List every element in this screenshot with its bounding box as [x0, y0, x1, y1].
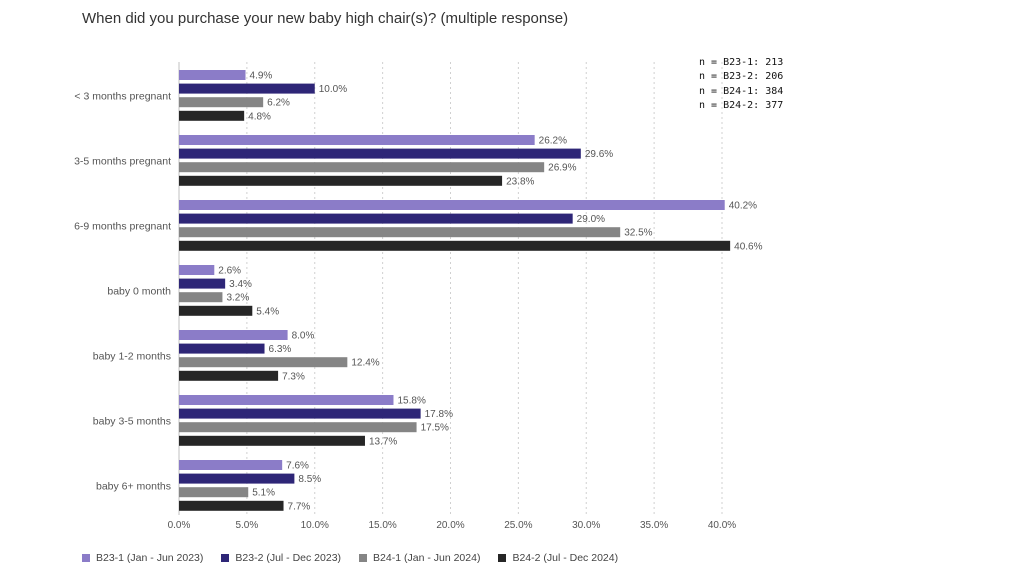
note-b23-2: n = B23-2: 206 — [699, 71, 784, 83]
data-label: 8.5% — [298, 474, 321, 485]
category-label: < 3 months pregnant — [74, 90, 171, 102]
bar — [179, 110, 245, 121]
bar — [179, 435, 365, 446]
bar — [179, 148, 581, 159]
x-tick-label: 15.0% — [368, 520, 396, 531]
bar — [179, 97, 264, 108]
category-label: baby 0 month — [107, 285, 171, 297]
bar-chart: 0.0% 5.0% 10.0% 15.0% 20.0% 25.0% 30.0% 35.0% 40… — [74, 62, 763, 531]
data-label: 12.4% — [351, 358, 379, 369]
bar — [179, 422, 417, 433]
bar — [179, 200, 725, 210]
data-label: 8.0% — [292, 331, 315, 342]
bar — [179, 460, 283, 470]
bar — [179, 408, 421, 419]
legend: B23-1 (Jan - Jun 2023) B23-2 (Jul - Dec 2… — [82, 552, 636, 564]
data-label: 2.6% — [218, 266, 241, 277]
data-label: 3.2% — [226, 293, 249, 304]
legend-swatch — [359, 554, 368, 562]
x-tick-label: 5.0% — [235, 520, 258, 531]
bar — [179, 487, 249, 498]
data-label: 17.5% — [421, 423, 449, 434]
category-label: baby 6+ months — [96, 480, 171, 492]
x-tick-label: 10.0% — [301, 520, 329, 531]
data-label: 7.3% — [282, 371, 305, 382]
data-label: 5.4% — [256, 306, 279, 317]
bar — [179, 343, 265, 354]
legend-item: B24-2 (Jul - Dec 2024) — [498, 552, 618, 564]
bar — [179, 240, 731, 251]
data-label: 6.2% — [267, 98, 290, 109]
bar — [179, 278, 226, 289]
category-label: baby 1-2 months — [93, 350, 171, 362]
x-tick-label: 35.0% — [640, 520, 668, 531]
legend-label: B23-2 (Jul - Dec 2023) — [235, 552, 342, 564]
bar — [179, 70, 246, 80]
legend-swatch — [82, 554, 90, 562]
data-label: 6.3% — [269, 344, 292, 355]
note-b24-1: n = B24-1: 384 — [699, 85, 784, 97]
data-label: 10.0% — [319, 84, 347, 95]
data-label: 32.5% — [624, 228, 652, 239]
bar — [179, 305, 253, 316]
data-label: 40.2% — [729, 201, 757, 212]
data-label: 7.6% — [286, 461, 309, 472]
data-label: 26.2% — [539, 136, 567, 147]
x-tick-label: 40.0% — [708, 520, 736, 531]
legend-label: B24-2 (Jul - Dec 2024) — [512, 552, 619, 564]
data-label: 29.6% — [585, 149, 613, 160]
bar — [179, 357, 348, 368]
legend-swatch — [221, 554, 230, 562]
data-label: 5.1% — [252, 488, 275, 499]
data-label: 4.8% — [248, 111, 271, 122]
data-label: 17.8% — [425, 409, 453, 420]
data-label: 23.8% — [506, 176, 534, 187]
data-label: 3.4% — [229, 279, 252, 290]
bar — [179, 330, 288, 340]
legend-swatch — [498, 554, 507, 562]
bar — [179, 162, 545, 173]
legend-item: B24-1 (Jan - Jun 2024) — [359, 552, 480, 564]
note-b23-1: n = B23-1: 213 — [699, 57, 784, 68]
bar — [179, 395, 394, 405]
legend-item: B23-2 (Jul - Dec 2023) — [221, 552, 341, 564]
x-tick-label: 25.0% — [504, 520, 532, 531]
legend-label: B23-1 (Jan - Jun 2023) — [96, 552, 204, 564]
bar — [179, 83, 315, 94]
bar — [179, 135, 535, 145]
sample-size-notes: n = B23-1: 213 n = B23-2: 206 n = B24-1:… — [699, 56, 783, 114]
bar — [179, 175, 503, 186]
category-label: 3-5 months pregnant — [74, 155, 171, 167]
category-label: 6-9 months pregnant — [74, 220, 171, 232]
data-label: 4.9% — [250, 71, 273, 82]
x-tick-label: 20.0% — [436, 520, 464, 531]
bar — [179, 500, 284, 511]
data-label: 15.8% — [397, 396, 425, 407]
bar — [179, 213, 573, 224]
category-label: baby 3-5 months — [93, 415, 171, 427]
legend-label: B24-1 (Jan - Jun 2024) — [373, 552, 481, 564]
data-label: 40.6% — [734, 241, 762, 252]
data-label: 13.7% — [369, 436, 397, 447]
bar — [179, 227, 621, 238]
bar — [179, 473, 295, 484]
data-label: 26.9% — [548, 163, 576, 174]
bar — [179, 292, 223, 303]
data-label: 29.0% — [577, 214, 605, 225]
chart-title: When did you purchase your new baby high… — [82, 10, 569, 27]
bar — [179, 370, 279, 381]
legend-item: B23-1 (Jan - Jun 2023) — [82, 552, 203, 564]
note-b24-2: n = B24-2: 377 — [699, 100, 784, 112]
x-tick-label: 0.0% — [168, 520, 191, 531]
bar — [179, 265, 215, 275]
x-tick-label: 30.0% — [572, 520, 600, 531]
data-label: 7.7% — [288, 501, 311, 512]
